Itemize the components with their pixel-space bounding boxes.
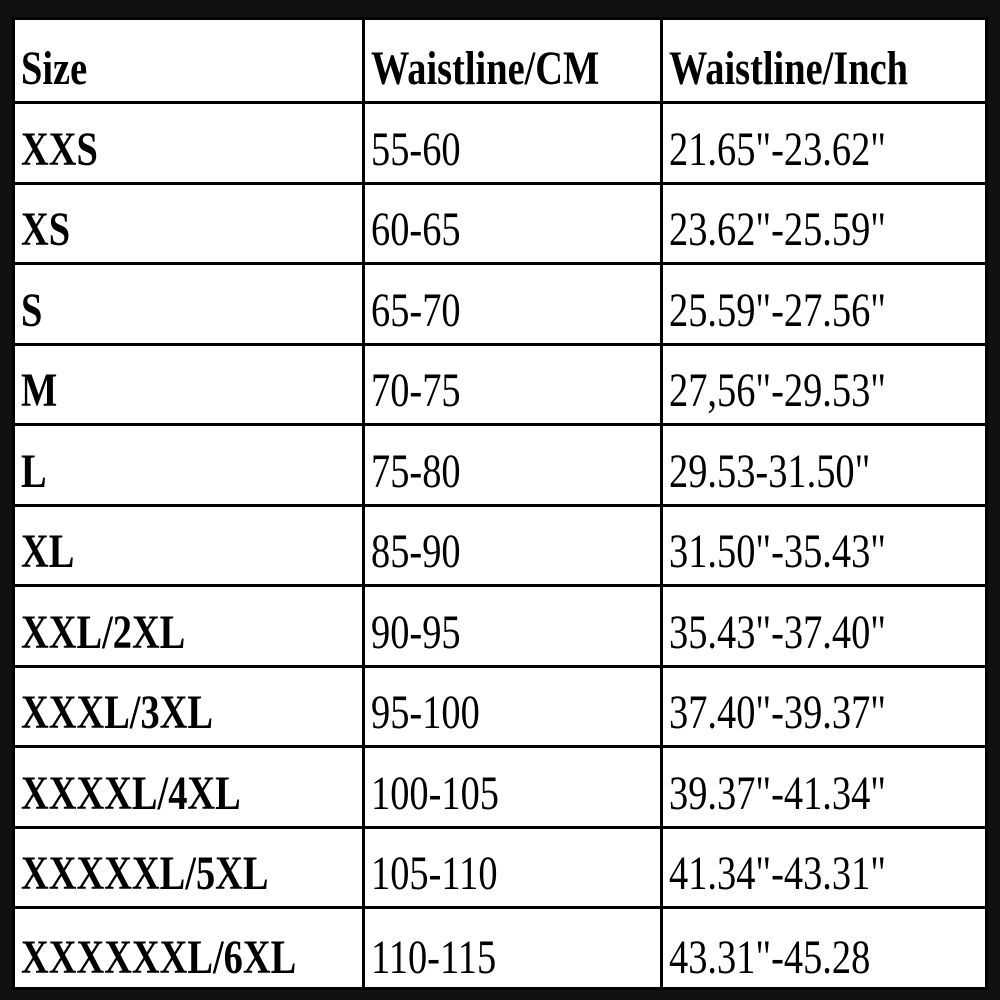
waistline-cm-cell: 90-95 bbox=[365, 587, 663, 665]
waistline-cm-cell-text: 95-100 bbox=[371, 686, 480, 739]
waistline-cm-cell: 100-105 bbox=[365, 748, 663, 826]
waistline-cm-cell-text: 60-65 bbox=[371, 203, 461, 256]
table-row: XXXXL/4XL 100-105 39.37"-41.34" bbox=[15, 748, 985, 829]
waistline-inch-cell-text: 25.59"-27.56" bbox=[669, 283, 886, 337]
header-waistline-inch: Waistline/Inch bbox=[669, 42, 908, 95]
waistline-inch-cell: 27,56"-29.53" bbox=[663, 346, 985, 424]
table-row: S 65-70 25.59"-27.56" bbox=[15, 265, 985, 346]
header-size: Size bbox=[21, 42, 88, 95]
header-cell: Size bbox=[15, 20, 365, 101]
waistline-cm-cell: 105-110 bbox=[365, 828, 663, 906]
waistline-cm-cell-text: 90-95 bbox=[371, 605, 461, 659]
table-row: XS 60-65 23.62"-25.59" bbox=[15, 184, 985, 265]
waistline-inch-cell: 23.62"-25.59" bbox=[663, 185, 985, 263]
waistline-inch-cell: 35.43"-37.40" bbox=[663, 587, 985, 665]
size-cell-text: XXXXXL/5XL bbox=[21, 847, 269, 900]
waistline-inch-cell-text: 21.65"-23.62" bbox=[669, 122, 886, 176]
waistline-cm-cell: 110-115 bbox=[365, 909, 663, 990]
waistline-cm-cell-text: 65-70 bbox=[371, 283, 461, 337]
size-cell: S bbox=[15, 265, 365, 343]
waistline-inch-cell: 43.31"-45.28 bbox=[663, 909, 985, 990]
waistline-inch-cell-text: 43.31"-45.28 bbox=[669, 930, 871, 984]
header-waistline-cm: Waistline/CM bbox=[371, 42, 600, 95]
waistline-inch-cell: 29.53-31.50" bbox=[663, 426, 985, 504]
table-row: XXXL/3XL 95-100 37.40"-39.37" bbox=[15, 667, 985, 748]
size-cell-text: XXS bbox=[21, 122, 98, 176]
waistline-inch-cell-text: 41.34"-43.31" bbox=[669, 847, 886, 900]
size-cell-text: XL bbox=[21, 525, 75, 578]
table-row: M 70-75 27,56"-29.53" bbox=[15, 345, 985, 426]
waistline-inch-cell: 41.34"-43.31" bbox=[663, 829, 985, 907]
waistline-cm-cell-text: 85-90 bbox=[371, 525, 461, 578]
size-cell-text: XXL/2XL bbox=[21, 605, 186, 659]
size-chart-table: Size Waistline/CM Waistline/Inch XXS 55-6… bbox=[12, 17, 988, 990]
waistline-cm-cell: 60-65 bbox=[365, 184, 663, 262]
waistline-cm-cell-text: 70-75 bbox=[371, 364, 461, 417]
waistline-cm-cell: 95-100 bbox=[365, 667, 663, 745]
waistline-cm-cell-text: 110-115 bbox=[371, 930, 497, 984]
waistline-cm-cell: 55-60 bbox=[365, 104, 663, 182]
waistline-inch-cell-text: 29.53-31.50" bbox=[669, 444, 871, 498]
size-cell: XXXXXL/5XL bbox=[15, 828, 365, 906]
size-cell-text: L bbox=[21, 444, 47, 498]
waistline-inch-cell: 25.59"-27.56" bbox=[663, 265, 985, 343]
waistline-inch-cell-text: 37.40"-39.37" bbox=[669, 686, 886, 739]
size-cell-text: S bbox=[21, 283, 43, 337]
size-cell: XXXXXXL/6XL bbox=[15, 909, 365, 990]
size-cell: L bbox=[15, 426, 365, 504]
waistline-cm-cell-text: 100-105 bbox=[371, 766, 499, 820]
waistline-inch-cell-text: 35.43"-37.40" bbox=[669, 605, 886, 659]
waistline-inch-cell: 31.50"-35.43" bbox=[663, 507, 985, 585]
table-header-row: Size Waistline/CM Waistline/Inch bbox=[15, 20, 985, 104]
size-cell-text: XXXL/3XL bbox=[21, 686, 214, 739]
header-cell: Waistline/Inch bbox=[663, 20, 985, 101]
waistline-inch-cell-text: 31.50"-35.43" bbox=[669, 525, 886, 578]
waistline-cm-cell: 70-75 bbox=[365, 345, 663, 423]
waistline-inch-cell: 21.65"-23.62" bbox=[663, 104, 985, 182]
waistline-inch-cell-text: 23.62"-25.59" bbox=[669, 203, 886, 256]
size-cell-text: XXXXL/4XL bbox=[21, 766, 241, 820]
waistline-inch-cell-text: 39.37"-41.34" bbox=[669, 766, 886, 820]
size-cell: M bbox=[15, 345, 365, 423]
waistline-cm-cell-text: 75-80 bbox=[371, 444, 461, 498]
table-row: L 75-80 29.53-31.50" bbox=[15, 426, 985, 507]
table-row: XXS 55-60 21.65"-23.62" bbox=[15, 104, 985, 185]
size-cell-text: XXXXXXL/6XL bbox=[21, 930, 297, 984]
table-row: XXL/2XL 90-95 35.43"-37.40" bbox=[15, 587, 985, 668]
size-cell-text: M bbox=[21, 364, 58, 417]
table-row: XL 85-90 31.50"-35.43" bbox=[15, 506, 985, 587]
size-cell: XS bbox=[15, 184, 365, 262]
header-cell: Waistline/CM bbox=[365, 20, 663, 101]
waistline-cm-cell: 85-90 bbox=[365, 506, 663, 584]
waistline-inch-cell: 39.37"-41.34" bbox=[663, 748, 985, 826]
waistline-inch-cell: 37.40"-39.37" bbox=[663, 668, 985, 746]
size-cell: XXS bbox=[15, 104, 365, 182]
size-cell: XXL/2XL bbox=[15, 587, 365, 665]
waistline-inch-cell-text: 27,56"-29.53" bbox=[669, 364, 886, 417]
size-cell: XXXL/3XL bbox=[15, 667, 365, 745]
waistline-cm-cell-text: 55-60 bbox=[371, 122, 461, 176]
table-row: XXXXXXL/6XL 110-115 43.31"-45.28 bbox=[15, 909, 985, 990]
size-cell: XXXXL/4XL bbox=[15, 748, 365, 826]
size-cell-text: XS bbox=[21, 203, 71, 256]
waistline-cm-cell: 75-80 bbox=[365, 426, 663, 504]
waistline-cm-cell-text: 105-110 bbox=[371, 847, 498, 900]
table-row: XXXXXL/5XL 105-110 41.34"-43.31" bbox=[15, 828, 985, 909]
size-cell: XL bbox=[15, 506, 365, 584]
waistline-cm-cell: 65-70 bbox=[365, 265, 663, 343]
